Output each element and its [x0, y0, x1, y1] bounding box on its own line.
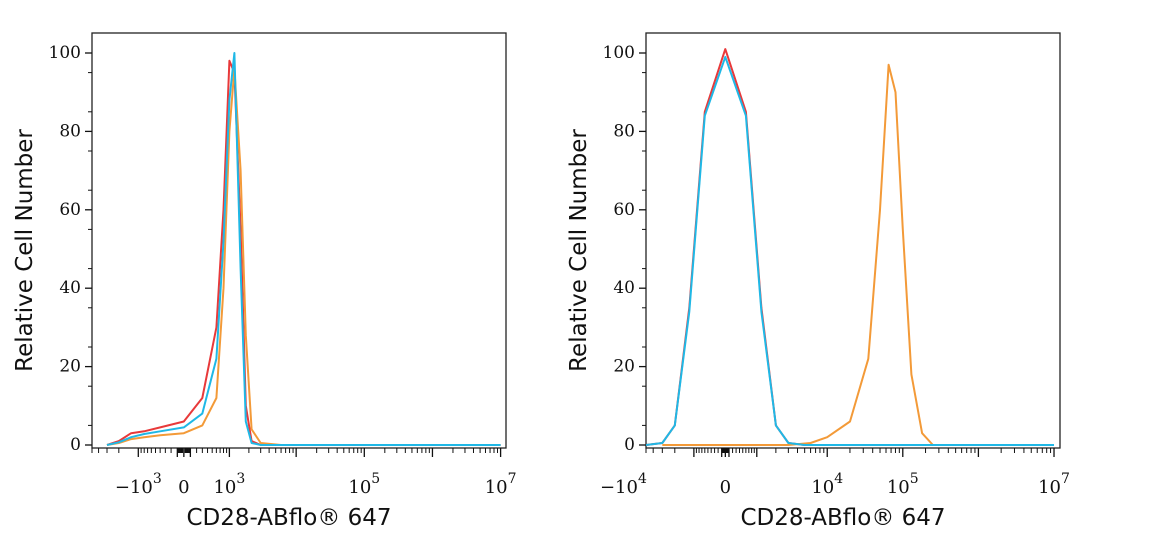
x-axis-label: CD28-ABflo® 647 [740, 505, 945, 531]
x-tick-label: 0 [720, 477, 731, 498]
x-tick-base: 10 [485, 477, 508, 498]
histogram-series-2 [106, 52, 501, 446]
y-tick-label: 100 [49, 43, 81, 63]
plot-frame [645, 32, 1061, 449]
x-tick-label: 107 [485, 471, 517, 498]
x-tick-exponent: 5 [371, 471, 380, 487]
x-tick-label: 105 [887, 471, 919, 498]
x-axis-label: CD28-ABflo® 647 [186, 505, 391, 531]
y-tick-label: 0 [70, 435, 81, 455]
x-tick-label: −103 [115, 471, 162, 498]
y-axis-label: Relative Cell Number [12, 129, 38, 372]
y-tick-label: 20 [613, 357, 635, 377]
histogram-series-2 [645, 55, 1054, 446]
x-tick-label: 104 [811, 471, 843, 498]
y-tick-label: 0 [624, 435, 635, 455]
y-tick-label: 20 [59, 357, 81, 377]
x-tick-base: 10 [1038, 477, 1061, 498]
x-tick-exponent: 4 [834, 471, 843, 487]
x-tick-base: −10 [115, 477, 153, 498]
x-tick-exponent: 7 [508, 471, 517, 487]
x-tick-exponent: 4 [638, 471, 647, 487]
y-tick-label: 40 [613, 278, 635, 298]
x-tick-label: 103 [213, 471, 245, 498]
x-tick-label: 107 [1038, 471, 1070, 498]
x-tick-exponent: 3 [236, 471, 245, 487]
x-tick-base: 0 [178, 477, 189, 498]
x-tick-base: 10 [213, 477, 236, 498]
plot-frame [91, 32, 507, 449]
x-tick-label: −104 [600, 471, 647, 498]
x-tick-label: 0 [178, 477, 189, 498]
x-tick-exponent: 5 [910, 471, 919, 487]
y-tick-label: 100 [603, 43, 635, 63]
x-tick-base: 10 [887, 477, 910, 498]
y-tick-label: 80 [59, 121, 81, 141]
x-tick-label: 105 [348, 471, 380, 498]
y-axis-label: Relative Cell Number [566, 129, 592, 372]
x-tick-base: −10 [600, 477, 638, 498]
x-tick-exponent: 7 [1061, 471, 1070, 487]
histogram-series-0 [106, 59, 501, 446]
x-tick-base: 10 [811, 477, 834, 498]
histogram-series-1 [106, 67, 501, 446]
y-tick-label: 60 [59, 200, 81, 220]
x-tick-exponent: 3 [153, 471, 162, 487]
histogram-series-1 [662, 63, 1054, 446]
y-tick-label: 80 [613, 121, 635, 141]
x-tick-base: 10 [348, 477, 371, 498]
y-tick-label: 40 [59, 278, 81, 298]
y-tick-label: 60 [613, 200, 635, 220]
x-tick-base: 0 [720, 477, 731, 498]
